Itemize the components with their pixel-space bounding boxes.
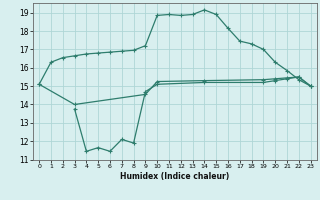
X-axis label: Humidex (Indice chaleur): Humidex (Indice chaleur) [120, 172, 229, 181]
